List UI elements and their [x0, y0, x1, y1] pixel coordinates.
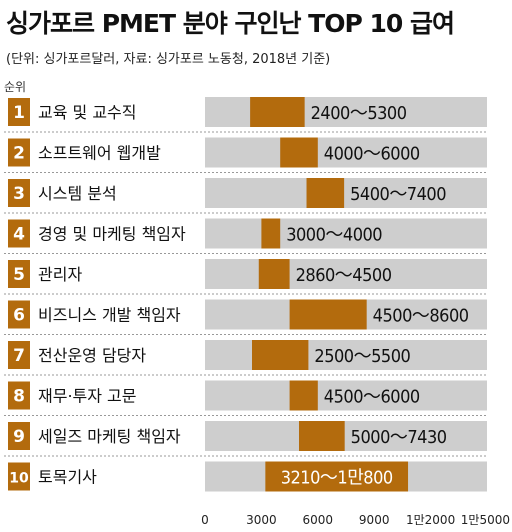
x-tick-label: 1만2000 — [406, 513, 455, 527]
value-label: 2500～5500 — [314, 346, 410, 367]
chart-title: 싱가포르 PMET 분야 구인난 TOP 10 급여 — [6, 9, 455, 38]
chart-row: 4 경영 및 마케팅 책임자 3000～4000 — [4, 218, 487, 254]
rank-number: 1 — [13, 103, 25, 123]
rank-number: 4 — [13, 225, 25, 245]
range-bar — [265, 461, 409, 492]
rank-number: 10 — [9, 471, 29, 487]
value-label: 5000～7430 — [351, 427, 447, 448]
category-label: 관리자 — [38, 265, 82, 284]
range-bar — [299, 421, 345, 451]
bar-track — [205, 218, 487, 249]
rank-number: 8 — [13, 387, 25, 407]
bar-track — [205, 421, 487, 451]
rank-number: 2 — [13, 144, 25, 164]
chart-row: 8 재무·투자 고문 4500～6000 — [4, 380, 487, 416]
value-label: 3210～1만800 — [281, 468, 393, 489]
value-label: 4500～8600 — [373, 306, 469, 327]
rank-badge — [8, 138, 30, 167]
value-label: 3000～4000 — [286, 225, 382, 246]
value-label: 2860～4500 — [296, 265, 392, 286]
rank-badge — [8, 381, 30, 410]
x-tick-label: 9000 — [359, 513, 390, 527]
value-label: 5400～7400 — [350, 184, 446, 205]
value-label: 4000～6000 — [324, 144, 420, 165]
range-bar — [306, 178, 345, 208]
chart-row: 5 관리자 2860～4500 — [4, 259, 487, 295]
range-bar — [280, 137, 318, 168]
rank-badge — [8, 260, 30, 288]
rank-column-header: 순위 — [4, 80, 27, 94]
x-tick-label: 0 — [201, 513, 209, 527]
rank-badge — [8, 179, 30, 207]
value-label: 4500～6000 — [324, 387, 420, 408]
category-label: 시스템 분석 — [38, 184, 117, 203]
chart-row: 7 전산운영 담당자 2500～5500 — [4, 340, 487, 376]
chart-row: 2 소프트웨어 웹개발 4000～6000 — [4, 137, 487, 173]
category-label: 재무·투자 고문 — [38, 387, 137, 406]
rank-badge — [8, 462, 30, 491]
chart-row: 6 비즈니스 개발 책임자 4500～8600 — [4, 299, 487, 335]
chart-subtitle: (단위: 싱가포르달러, 자료: 싱가포르 노동청, 2018년 기준) — [6, 52, 331, 67]
chart-row: 9 세일즈 마케팅 책임자 5000～7430 — [4, 421, 487, 457]
chart-row: 10 토목기사 3210～1만800 — [8, 461, 487, 492]
value-label: 2400～5300 — [311, 103, 407, 124]
category-label: 토목기사 — [38, 468, 97, 487]
category-label: 세일즈 마케팅 책임자 — [38, 427, 181, 446]
rank-number: 9 — [13, 427, 25, 447]
rank-number: 5 — [13, 265, 25, 285]
range-bar — [289, 380, 318, 411]
x-tick-label: 1만5000 — [461, 513, 510, 527]
category-label: 비즈니스 개발 책임자 — [38, 306, 181, 325]
rank-badge — [8, 300, 30, 329]
rank-badge — [8, 98, 30, 126]
bar-track — [205, 137, 487, 168]
chart-row: 3 시스템 분석 5400～7400 — [4, 178, 487, 214]
category-label: 교육 및 교수직 — [38, 103, 137, 122]
rank-number: 6 — [13, 306, 25, 326]
category-label: 전산운영 담당자 — [38, 346, 146, 365]
rank-badge — [8, 219, 30, 248]
range-bar — [252, 340, 309, 370]
category-label: 경영 및 마케팅 책임자 — [38, 225, 186, 244]
rank-number: 7 — [13, 346, 25, 366]
x-tick-label: 3000 — [246, 513, 277, 527]
range-bar — [258, 259, 290, 289]
range-bar — [289, 299, 367, 330]
range-bar — [250, 97, 305, 127]
rank-badge — [8, 341, 30, 369]
category-label: 소프트웨어 웹개발 — [38, 144, 161, 163]
chart-row: 1 교육 및 교수직 2400～5300 — [4, 97, 487, 133]
x-tick-label: 6000 — [303, 513, 334, 527]
rank-number: 3 — [13, 184, 25, 204]
range-bar — [261, 218, 281, 249]
bar-track — [205, 380, 487, 411]
bar-track — [205, 259, 487, 289]
bar-track — [205, 178, 487, 208]
rank-badge — [8, 422, 30, 450]
